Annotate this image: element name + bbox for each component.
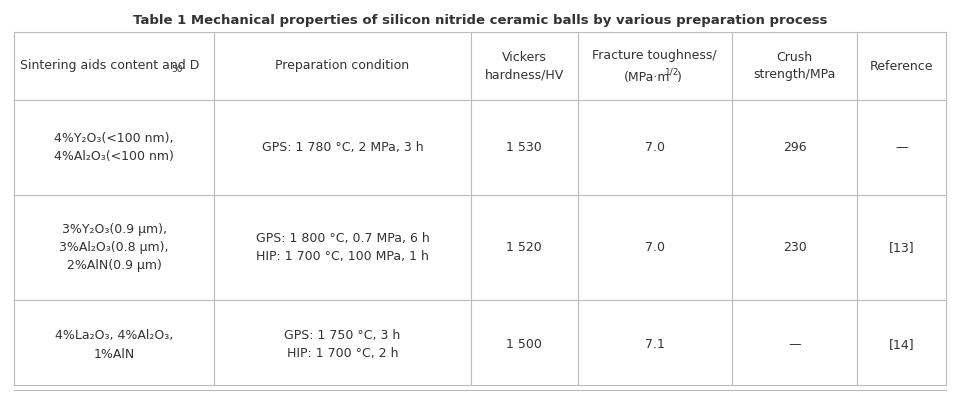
- Text: Crush
strength/MPa: Crush strength/MPa: [754, 51, 836, 81]
- Text: GPS: 1 800 °C, 0.7 MPa, 6 h
HIP: 1 700 °C, 100 MPa, 1 h: GPS: 1 800 °C, 0.7 MPa, 6 h HIP: 1 700 °…: [255, 232, 429, 263]
- Text: 1 500: 1 500: [506, 338, 542, 351]
- Text: —: —: [788, 338, 801, 351]
- Text: 1 520: 1 520: [506, 241, 542, 254]
- Text: Table 1 Mechanical properties of silicon nitride ceramic balls by various prepar: Table 1 Mechanical properties of silicon…: [132, 14, 828, 27]
- Text: 4%La₂O₃, 4%Al₂O₃,
1%AlN: 4%La₂O₃, 4%Al₂O₃, 1%AlN: [55, 329, 174, 360]
- Text: 230: 230: [782, 241, 806, 254]
- Text: [14]: [14]: [889, 338, 915, 351]
- Text: 4%Y₂O₃(<100 nm),
4%Al₂O₃(<100 nm): 4%Y₂O₃(<100 nm), 4%Al₂O₃(<100 nm): [55, 132, 174, 163]
- Text: Vickers
hardness/HV: Vickers hardness/HV: [485, 51, 564, 81]
- Text: —: —: [896, 141, 908, 154]
- Text: GPS: 1 750 °C, 3 h
HIP: 1 700 °C, 2 h: GPS: 1 750 °C, 3 h HIP: 1 700 °C, 2 h: [284, 329, 400, 360]
- Text: 1/2: 1/2: [665, 68, 680, 77]
- Text: 7.0: 7.0: [645, 241, 664, 254]
- Text: GPS: 1 780 °C, 2 MPa, 3 h: GPS: 1 780 °C, 2 MPa, 3 h: [262, 141, 423, 154]
- Text: (MPa·m: (MPa·m: [623, 70, 670, 83]
- Text: ): ): [677, 70, 682, 83]
- Text: 7.1: 7.1: [645, 338, 664, 351]
- Text: 1 530: 1 530: [506, 141, 542, 154]
- Text: [13]: [13]: [889, 241, 915, 254]
- Text: Preparation condition: Preparation condition: [276, 59, 410, 72]
- Text: Fracture toughness/: Fracture toughness/: [592, 48, 717, 61]
- Text: Sintering aids content and D: Sintering aids content and D: [20, 59, 200, 72]
- Text: Reference: Reference: [870, 59, 933, 72]
- Text: 7.0: 7.0: [645, 141, 664, 154]
- Text: 3%Y₂O₃(0.9 μm),
3%Al₂O₃(0.8 μm),
2%AlN(0.9 μm): 3%Y₂O₃(0.9 μm), 3%Al₂O₃(0.8 μm), 2%AlN(0…: [60, 223, 169, 272]
- Text: 50: 50: [171, 66, 182, 75]
- Text: 296: 296: [782, 141, 806, 154]
